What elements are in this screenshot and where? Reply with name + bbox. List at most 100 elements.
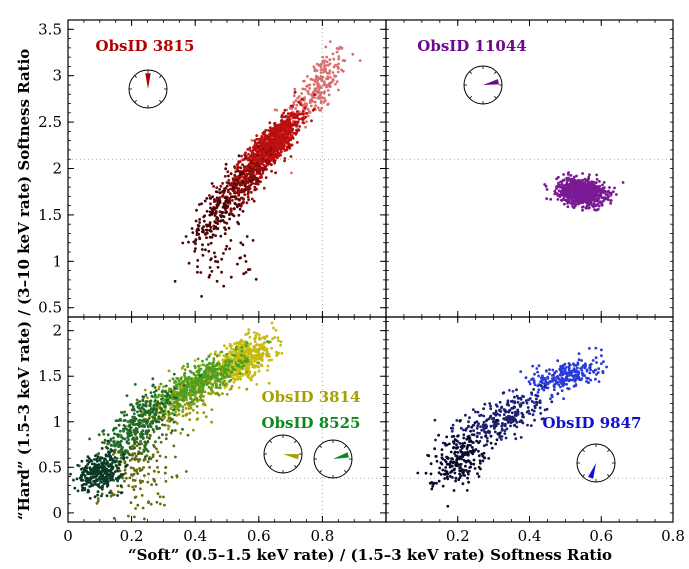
- data-point: [100, 447, 104, 450]
- data-point: [122, 453, 126, 456]
- data-point: [282, 129, 285, 133]
- data-point: [93, 464, 97, 468]
- orientation-dial-icon: [128, 69, 168, 109]
- data-point: [255, 187, 258, 191]
- data-point: [244, 260, 248, 263]
- data-point: [215, 221, 218, 225]
- data-point: [245, 201, 249, 205]
- data-point: [227, 174, 230, 178]
- data-point: [326, 84, 330, 88]
- data-point: [198, 374, 202, 377]
- data-point: [92, 470, 95, 473]
- data-point: [558, 193, 562, 197]
- y-tick-label: 1.5: [38, 367, 62, 385]
- data-point: [229, 378, 233, 382]
- data-point: [220, 365, 224, 369]
- data-point: [313, 100, 317, 104]
- data-point: [235, 341, 239, 345]
- data-point: [575, 193, 579, 197]
- data-point: [308, 87, 311, 90]
- data-point: [129, 466, 133, 470]
- data-point: [246, 268, 250, 272]
- data-point: [164, 394, 167, 398]
- data-point: [161, 410, 165, 413]
- data-point: [248, 149, 252, 152]
- data-point: [216, 260, 220, 264]
- data-point: [160, 407, 164, 411]
- data-point: [188, 411, 192, 415]
- data-point: [181, 388, 185, 392]
- data-point: [242, 272, 246, 276]
- data-point: [179, 378, 183, 381]
- data-point: [218, 383, 222, 387]
- data-point: [297, 128, 301, 132]
- data-point: [198, 221, 202, 224]
- data-point: [237, 354, 241, 358]
- data-point: [156, 492, 160, 496]
- data-point: [268, 121, 272, 125]
- data-point: [244, 271, 248, 274]
- data-point: [200, 295, 204, 298]
- data-point: [209, 241, 213, 245]
- data-point: [253, 340, 257, 344]
- data-point: [139, 487, 142, 491]
- data-point: [282, 146, 286, 150]
- data-point: [119, 443, 123, 447]
- data-point: [246, 195, 250, 199]
- data-point: [125, 413, 129, 417]
- data-point: [183, 378, 187, 381]
- data-point: [293, 87, 297, 91]
- data-point: [209, 258, 213, 262]
- data-point: [133, 515, 136, 519]
- data-point: [146, 449, 150, 453]
- data-point: [201, 253, 205, 257]
- data-point: [186, 365, 190, 369]
- data-point: [84, 476, 87, 480]
- data-point: [222, 354, 226, 357]
- data-point: [297, 101, 301, 104]
- data-point: [246, 172, 249, 176]
- data-point: [250, 355, 254, 359]
- data-point: [253, 139, 256, 143]
- data-point: [584, 206, 588, 210]
- data-point: [211, 361, 215, 365]
- data-point: [114, 443, 118, 447]
- series-obsid-3815: [173, 40, 362, 298]
- data-point: [73, 486, 77, 490]
- data-point: [247, 331, 251, 334]
- data-point: [103, 457, 107, 461]
- data-point: [208, 266, 212, 269]
- data-point: [228, 360, 232, 364]
- data-point: [236, 205, 239, 209]
- data-point: [151, 410, 155, 414]
- data-point: [609, 202, 613, 205]
- data-point: [330, 80, 334, 84]
- data-point: [108, 469, 112, 472]
- data-point: [275, 130, 279, 134]
- data-point: [290, 143, 294, 147]
- data-point: [112, 436, 115, 440]
- data-point: [228, 350, 232, 354]
- data-point: [125, 449, 128, 453]
- data-point: [258, 141, 262, 145]
- data-point: [83, 488, 87, 492]
- data-point: [307, 92, 311, 96]
- data-point: [105, 479, 109, 483]
- data-point: [264, 146, 268, 150]
- data-point: [229, 275, 233, 279]
- data-point: [253, 371, 257, 374]
- data-point: [204, 415, 208, 419]
- data-point: [249, 167, 253, 170]
- data-point: [275, 354, 278, 357]
- data-point: [304, 125, 307, 129]
- points: [543, 171, 625, 212]
- data-point: [98, 486, 102, 489]
- data-point: [253, 141, 257, 145]
- data-point: [104, 472, 108, 475]
- data-point: [117, 475, 121, 479]
- data-point: [118, 463, 122, 466]
- data-point: [170, 418, 173, 421]
- data-point: [123, 468, 127, 472]
- data-point: [265, 340, 269, 343]
- data-point: [146, 424, 150, 428]
